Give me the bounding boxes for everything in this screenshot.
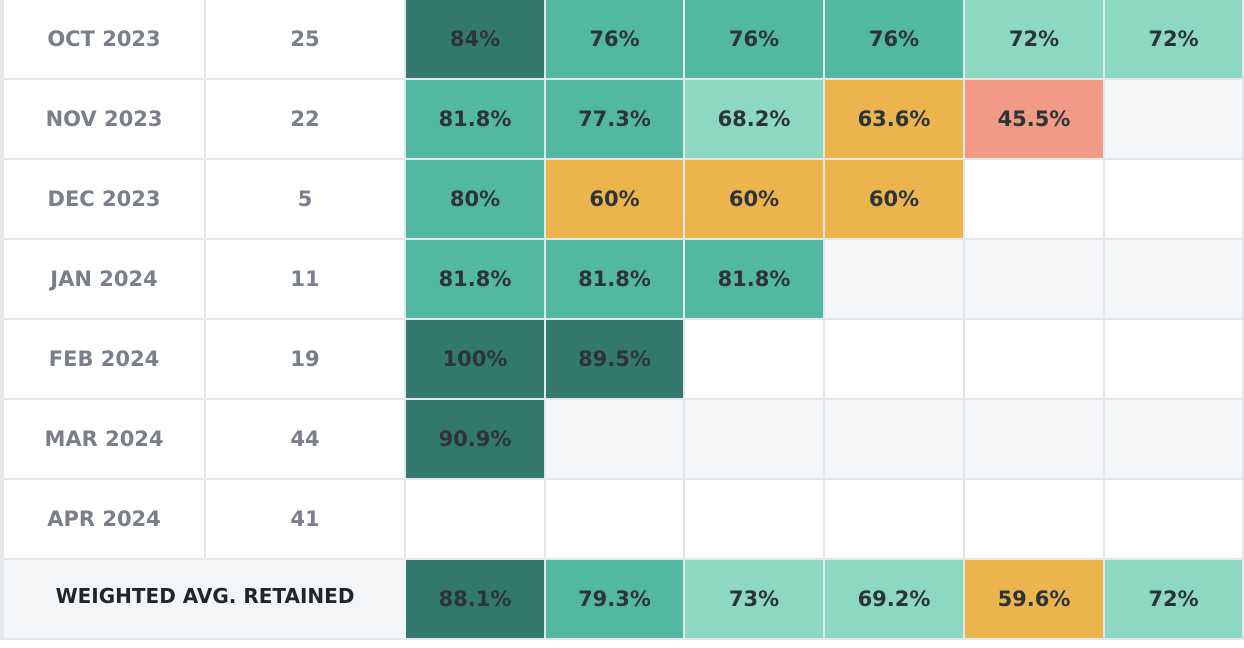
retention-cell: 73% — [685, 560, 825, 640]
retention-cell — [965, 400, 1105, 480]
cohort-label: MAR 2024 — [0, 400, 206, 480]
retention-cell: 81.8% — [406, 80, 546, 160]
cohort-label: OCT 2023 — [0, 0, 206, 80]
cohort-count: 22 — [206, 80, 406, 160]
cohort-label: JAN 2024 — [0, 240, 206, 320]
cohort-count: 19 — [206, 320, 406, 400]
retention-cell: 84% — [406, 0, 546, 80]
retention-cell — [825, 240, 965, 320]
retention-cell — [1105, 400, 1244, 480]
retention-cell — [685, 400, 825, 480]
retention-cell: 76% — [825, 0, 965, 80]
retention-cell — [965, 480, 1105, 560]
retention-cell: 80% — [406, 160, 546, 240]
retention-cell — [965, 240, 1105, 320]
cohort-label: FEB 2024 — [0, 320, 206, 400]
retention-cell: 45.5% — [965, 80, 1105, 160]
cohort-row: NOV 2023 22 81.8% 77.3% 68.2% 63.6% 45.5% — [0, 80, 1244, 160]
retention-cell: 60% — [825, 160, 965, 240]
retention-cell: 100% — [406, 320, 546, 400]
retention-cell: 72% — [1105, 560, 1244, 640]
retention-cell: 90.9% — [406, 400, 546, 480]
cohort-label: APR 2024 — [0, 480, 206, 560]
retention-cell: 79.3% — [546, 560, 685, 640]
retention-cell — [965, 160, 1105, 240]
retention-cell: 81.8% — [685, 240, 825, 320]
retention-cell — [546, 400, 685, 480]
weighted-average-label: WEIGHTED AVG. RETAINED — [0, 560, 406, 640]
weighted-average-row: WEIGHTED AVG. RETAINED 88.1% 79.3% 73% 69.2%… — [0, 560, 1244, 640]
cohort-row: APR 2024 41 — [0, 480, 1244, 560]
cohort-count: 41 — [206, 480, 406, 560]
retention-cell: 77.3% — [546, 80, 685, 160]
retention-cell — [965, 320, 1105, 400]
retention-cell: 63.6% — [825, 80, 965, 160]
cohort-label: DEC 2023 — [0, 160, 206, 240]
retention-cell: 72% — [965, 0, 1105, 80]
cohort-row: JAN 2024 11 81.8% 81.8% 81.8% — [0, 240, 1244, 320]
retention-cell — [1105, 240, 1244, 320]
retention-cell: 69.2% — [825, 560, 965, 640]
retention-cell: 76% — [685, 0, 825, 80]
retention-cell: 60% — [546, 160, 685, 240]
retention-cell — [406, 480, 546, 560]
retention-cell — [685, 480, 825, 560]
cohort-count: 5 — [206, 160, 406, 240]
cohort-row: FEB 2024 19 100% 89.5% — [0, 320, 1244, 400]
retention-cell: 60% — [685, 160, 825, 240]
retention-cell — [546, 480, 685, 560]
retention-cell: 76% — [546, 0, 685, 80]
cohort-count: 44 — [206, 400, 406, 480]
retention-cell: 81.8% — [546, 240, 685, 320]
retention-cell — [825, 320, 965, 400]
retention-cell — [1105, 160, 1244, 240]
retention-cell: 68.2% — [685, 80, 825, 160]
cohort-count: 11 — [206, 240, 406, 320]
retention-cell — [685, 320, 825, 400]
retention-cell: 88.1% — [406, 560, 546, 640]
cohort-row: DEC 2023 5 80% 60% 60% 60% — [0, 160, 1244, 240]
retention-cell — [825, 480, 965, 560]
retention-cell: 89.5% — [546, 320, 685, 400]
retention-cell: 72% — [1105, 0, 1244, 80]
retention-cell — [825, 400, 965, 480]
cohort-row: OCT 2023 25 84% 76% 76% 76% 72% 72% — [0, 0, 1244, 80]
cohort-count: 25 — [206, 0, 406, 80]
cohort-row: MAR 2024 44 90.9% — [0, 400, 1244, 480]
retention-cell: 81.8% — [406, 240, 546, 320]
retention-cell — [1105, 80, 1244, 160]
retention-cell — [1105, 480, 1244, 560]
retention-cell: 59.6% — [965, 560, 1105, 640]
retention-cell — [1105, 320, 1244, 400]
cohort-label: NOV 2023 — [0, 80, 206, 160]
